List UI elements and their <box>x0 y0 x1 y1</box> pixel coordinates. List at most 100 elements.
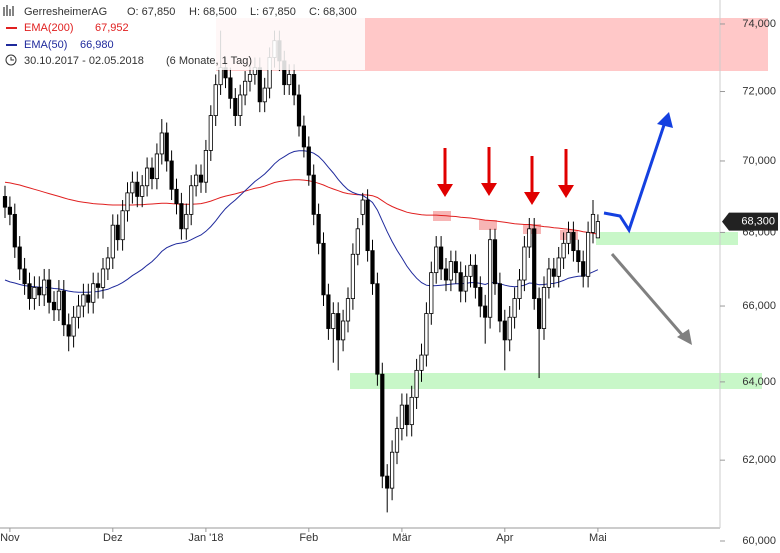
legend-value: 67,952 <box>95 22 129 34</box>
y-tick-label: 66,000 <box>742 300 776 312</box>
candle-body <box>96 283 101 288</box>
candle-body <box>105 257 110 270</box>
high-label: H: 68,500 <box>189 6 237 18</box>
candle-body <box>37 287 42 296</box>
candle-body <box>47 279 52 303</box>
candle-body <box>566 232 571 244</box>
date-range: 30.10.2017 - 02.05.2018 <box>24 55 144 67</box>
candle-body <box>22 268 27 285</box>
candle-body <box>502 320 507 341</box>
candle-body <box>527 228 532 248</box>
candle-body <box>7 206 12 215</box>
candle-body <box>306 146 311 176</box>
candle-body <box>66 324 71 337</box>
candle-body <box>149 167 155 180</box>
candle-body <box>291 74 297 96</box>
candle-body <box>581 261 586 277</box>
candle-body <box>473 264 478 288</box>
candle-body <box>130 181 135 194</box>
candle-body <box>27 283 32 299</box>
header-background <box>0 0 365 70</box>
candle-body <box>590 213 596 233</box>
candle-body <box>394 428 400 453</box>
y-tick-label: 72,000 <box>742 85 776 97</box>
last-price-tag <box>722 212 778 231</box>
instrument-name: GerresheimerAG <box>24 6 107 18</box>
y-tick-label: 64,000 <box>742 376 776 388</box>
candle-body <box>2 196 8 208</box>
candle-body <box>546 268 552 288</box>
candle-body <box>355 228 360 255</box>
candle-body <box>238 94 243 117</box>
touch-marker <box>479 220 497 230</box>
ema-line <box>4 150 599 293</box>
x-tick-label: Dez <box>103 532 123 544</box>
candle-body <box>247 74 253 82</box>
candle-body <box>419 354 424 371</box>
candle-body <box>336 313 341 341</box>
clock-icon <box>5 54 17 66</box>
annotations <box>216 18 768 389</box>
candle-body <box>414 369 419 398</box>
candle-body <box>331 313 336 329</box>
candle-body <box>233 97 238 117</box>
candle-body <box>409 396 414 426</box>
candle-body <box>532 228 537 299</box>
candle-body <box>76 305 81 318</box>
candle-body <box>561 242 566 259</box>
low-label: L: 67,850 <box>250 6 296 18</box>
candle-body <box>120 210 125 241</box>
candle-body <box>110 224 115 259</box>
candle-body <box>512 298 517 318</box>
legend-label: EMA(200) <box>24 22 74 34</box>
y-tick-label: 62,000 <box>742 454 776 466</box>
chart-icon <box>3 5 14 16</box>
support-zone <box>350 373 762 389</box>
candle-body <box>164 132 169 162</box>
candle-body <box>56 290 62 311</box>
candle-body <box>434 246 439 274</box>
x-tick-label: Jan '18 <box>188 532 223 544</box>
candle-body <box>458 272 463 292</box>
candle-body <box>311 174 316 215</box>
candle-body <box>453 261 458 274</box>
candle-body <box>71 316 76 337</box>
candle-body <box>61 290 66 326</box>
candle-body <box>507 316 512 341</box>
candle-body <box>159 132 164 155</box>
candle-body <box>586 232 591 277</box>
candle-body <box>174 188 179 204</box>
arrow-head <box>657 112 673 128</box>
candle-body <box>184 213 189 230</box>
candle-body <box>340 320 346 341</box>
candle-body <box>522 246 527 281</box>
candle-body <box>287 74 292 86</box>
candle-body <box>429 272 434 314</box>
candle-body <box>198 174 204 183</box>
candle-body <box>448 261 454 281</box>
clock-hands <box>10 57 14 61</box>
last-price-label: 68,300 <box>741 215 775 227</box>
candle-body <box>370 250 375 285</box>
candle-body <box>389 451 395 489</box>
plot-area <box>2 30 601 513</box>
candle-body <box>12 213 17 248</box>
candle-body <box>262 87 267 103</box>
scenario-down <box>610 253 686 338</box>
candle-body <box>350 253 356 299</box>
candle-body <box>218 67 223 86</box>
candle-body <box>463 275 468 292</box>
y-tick-label: 70,000 <box>742 155 776 167</box>
candle-body <box>517 279 522 299</box>
x-tick-label: Mär <box>392 532 411 544</box>
candle-body <box>326 294 331 329</box>
legend-value: 66,980 <box>80 39 114 51</box>
candle-body <box>468 264 473 277</box>
candle-body <box>115 224 120 241</box>
interval: (6 Monate, 1 Tag) <box>166 55 252 67</box>
candle-body <box>321 242 326 296</box>
candle-body <box>345 298 351 322</box>
candle-body <box>404 404 409 426</box>
